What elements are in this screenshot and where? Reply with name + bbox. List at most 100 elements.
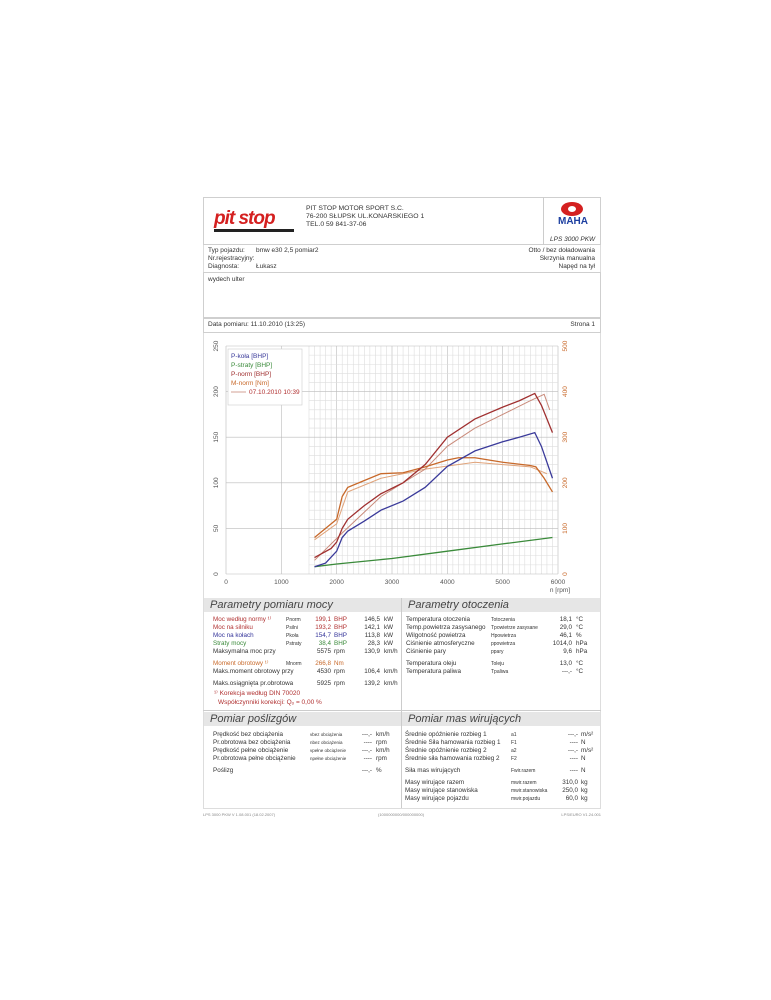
company-phone: TEL.0 59 841-37-06 xyxy=(306,221,367,228)
param-value: 199,1 xyxy=(315,616,331,623)
power-row: Maksymalna moc przy 5575 rpm 130,9 km/h xyxy=(0,648,771,656)
slip-label: Poślizg xyxy=(213,767,234,774)
param-label: Moc na kołach xyxy=(213,632,254,639)
measurement-date: Data pomiaru: 11.10.2010 (13:25) xyxy=(208,321,306,328)
ambient-value: 29,0 xyxy=(559,624,572,631)
mass-symbol: mwir.razem xyxy=(511,780,537,786)
power-row: Moc na silniku Psilni 193,2 BHP 142,1 kW xyxy=(0,624,771,632)
param-value-2: 106,4 xyxy=(364,668,380,675)
slip-label: Prędkość bez obciążenia xyxy=(213,731,284,738)
ambient-unit: hPa xyxy=(576,640,588,647)
mass-symbol: mwir.stanowiska xyxy=(511,788,548,794)
param-label: Maksymalna moc przy xyxy=(213,648,276,655)
mass-label: Masy wirujące pojazdu xyxy=(405,795,469,802)
slip-unit: km/h xyxy=(376,731,390,738)
ambient-label: Wilgotność powietrza xyxy=(406,632,466,639)
mass-value: ---,- xyxy=(567,747,578,754)
mass-row: Masy wirujące stanowiska mwir.stanowiska 2… xyxy=(0,787,771,795)
mass-label: Masy wirujące razem xyxy=(405,779,465,786)
param-unit: BHP xyxy=(334,624,347,631)
mass-row: Masy wirujące pojazdu mwir.pojazdu 60,0 kg xyxy=(0,795,771,803)
series-line xyxy=(314,457,554,539)
ambient-label: Temperatura otoczenia xyxy=(406,616,471,623)
correction-note: ¹⁾ Korekcja według DIN 70020 xyxy=(214,690,301,697)
y2-tick-label: 100 xyxy=(562,523,569,534)
ambient-section-title: Parametry otoczenia xyxy=(402,598,600,612)
x-tick-label: 3000 xyxy=(385,579,400,586)
slip-symbol: vpełne obciążenie xyxy=(310,748,347,753)
maha-logo-text: MAHA xyxy=(558,216,588,227)
param-unit: rpm xyxy=(334,680,345,687)
mass-unit: kg xyxy=(581,795,588,802)
mass-label: Średnie siła hamowania rozbieg 2 xyxy=(405,755,500,762)
param-label: Moc według normy ¹⁾ xyxy=(213,616,272,623)
ambient-symbol: ppary xyxy=(491,649,504,655)
legend-entry: M-norm [Nm] xyxy=(231,380,269,387)
param-unit-2: kW xyxy=(384,632,394,639)
ambient-row: Ciśnienie pary ppary 9,6 hPa xyxy=(0,648,771,656)
slip-unit: % xyxy=(376,767,382,774)
param-value: 38,4 xyxy=(318,640,331,647)
ambient-unit: % xyxy=(576,632,582,639)
legend-entry: P-koła [BHP] xyxy=(231,353,268,360)
param-unit-2: km/h xyxy=(384,648,398,655)
ambient-symbol: Totoczenia xyxy=(491,617,515,623)
slip-unit: km/h xyxy=(376,747,390,754)
param-value: 5575 xyxy=(316,648,331,655)
slip-value: ---,- xyxy=(361,767,372,774)
slip-label: Pr.obrotowa bez obciążenia xyxy=(213,739,291,746)
ambient-symbol: Tpaliwa xyxy=(491,669,509,675)
comment-text: wydech ulter xyxy=(208,276,245,283)
ambient-value: 9,6 xyxy=(563,648,572,655)
param-value-2: 130,9 xyxy=(364,648,380,655)
maha-logo-eye xyxy=(568,206,576,212)
mass-unit: N xyxy=(581,767,586,774)
param-symbol: Psilni xyxy=(286,625,298,631)
power-row: Moc na kołach Pkoła 154,7 BHP 113,8 kW xyxy=(0,632,771,640)
y2-tick-label: 200 xyxy=(562,477,569,488)
param-unit-2: km/h xyxy=(384,680,398,687)
y-tick-label: 200 xyxy=(213,386,220,397)
ambient-unit: hPa xyxy=(576,648,588,655)
param-unit: rpm xyxy=(334,668,345,675)
slip-row: Prędkość bez obciążenia vbez obciążenia --… xyxy=(0,731,771,739)
slip-value: ---- xyxy=(363,739,372,746)
diagnostician-label: Diagnosta: xyxy=(208,263,240,270)
mass-row: Średnie opóźnienie rozbieg 1 a1 ---,- m/s² xyxy=(0,731,771,739)
mass-row: Siła mas wirujących Fwir.razem ---- N xyxy=(0,767,771,775)
footer-right: LPS/EURO V1.24.001 xyxy=(561,812,601,817)
y2-tick-label: 300 xyxy=(562,431,569,442)
slip-row: Poślizg ---,-% xyxy=(0,767,771,775)
legend-entry: P-straty [BHP] xyxy=(231,362,272,369)
y-tick-label: 250 xyxy=(213,340,220,351)
ambient-label: Temperatura paliwa xyxy=(406,668,461,675)
ambient-symbol: Toleju xyxy=(491,661,505,667)
series-line xyxy=(314,392,554,559)
param-symbol: Pkoła xyxy=(286,633,299,639)
ambient-value: ---,- xyxy=(561,668,572,675)
page-number: Strona 1 xyxy=(570,321,595,328)
slip-value: ---,- xyxy=(361,747,372,754)
slip-label: Pr.obrotowa pełne obciążenie xyxy=(213,755,296,762)
slip-symbol: npełne obciążenie xyxy=(310,756,347,761)
param-unit: BHP xyxy=(334,640,347,647)
ambient-unit: °C xyxy=(576,668,584,675)
mass-unit: N xyxy=(581,739,586,746)
logo-underline xyxy=(214,229,294,232)
param-unit-2: kW xyxy=(384,624,394,631)
param-unit-2: km/h xyxy=(384,668,398,675)
param-unit: BHP xyxy=(334,616,347,623)
y-tick-label: 100 xyxy=(213,477,220,488)
mass-label: Masy wirujące stanowiska xyxy=(405,787,478,794)
maha-logo: MAHA xyxy=(553,202,593,234)
power-row: Moment obrotowy ¹⁾ Mnorm 266,8 Nm xyxy=(0,660,771,668)
mass-row: Średnie opóźnienie rozbieg 2 a2 ---,- m/s² xyxy=(0,747,771,755)
ambient-unit: °C xyxy=(576,660,584,667)
mass-symbol: F1 xyxy=(511,740,517,746)
mass-symbol: Fwir.razem xyxy=(511,768,536,774)
mass-value: 60,0 xyxy=(565,795,578,802)
mass-symbol: mwir.pojazdu xyxy=(511,796,541,802)
x-tick-label: 4000 xyxy=(440,579,455,586)
dyno-model: LPS 3000 PKW xyxy=(550,236,596,243)
mass-symbol: a2 xyxy=(511,748,517,754)
